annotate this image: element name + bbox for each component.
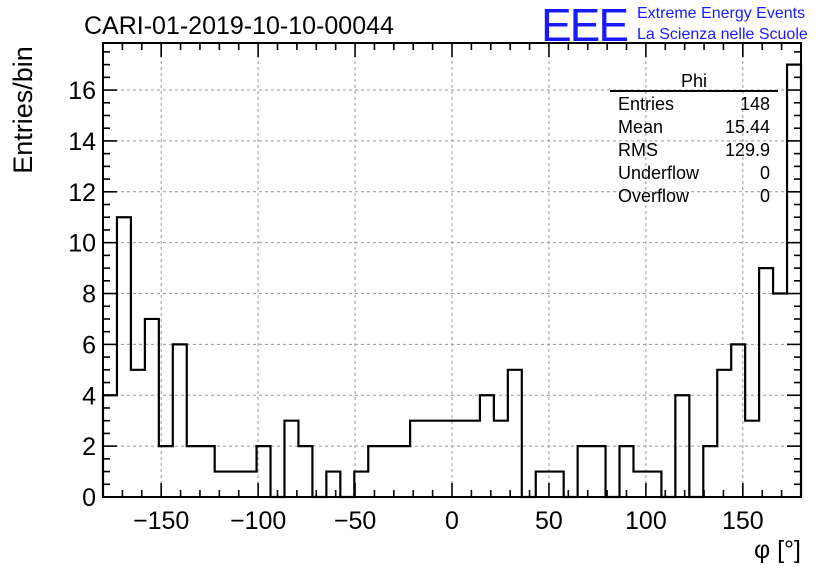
- x-tick-label: 150: [722, 507, 764, 535]
- histogram-bin: [354, 472, 368, 497]
- histogram-bin: [424, 421, 438, 497]
- stats-row-label: Mean: [618, 117, 663, 137]
- branding-line-2: La Scienza nelle Scuole: [637, 26, 808, 43]
- histogram-bin: [410, 421, 424, 497]
- axis-tick-labels: −150 −100 −50 0 50 100 150 0 2 4 6 8 10 12 14 16: [68, 77, 764, 535]
- histogram-bin: [550, 472, 564, 497]
- histogram-bin: [620, 446, 634, 497]
- stats-row-label: Overflow: [618, 186, 690, 206]
- y-tick-label: 0: [82, 484, 96, 512]
- x-tick-label: 0: [445, 507, 459, 535]
- histogram-bin: [647, 472, 661, 497]
- histogram-bin: [243, 472, 257, 497]
- histogram-bin: [201, 446, 215, 497]
- histogram-bars: [101, 63, 803, 499]
- stats-box: Phi Entries 148 Mean 15.44 RMS 129.9 Underflow…: [610, 71, 778, 206]
- y-tick-label: 6: [82, 331, 96, 359]
- histogram-bin: [382, 446, 396, 497]
- histogram-bin: [131, 370, 145, 497]
- histogram-bin: [536, 472, 550, 497]
- axis-ticks: [103, 43, 801, 498]
- stats-row-label: Underflow: [618, 163, 700, 183]
- x-axis-title: φ [°]: [754, 536, 801, 564]
- histogram-bin: [368, 446, 382, 497]
- histogram-bin: [187, 446, 201, 497]
- x-tick-label: −100: [230, 507, 286, 535]
- histogram-bin: [396, 446, 410, 497]
- histogram-bin: [592, 446, 606, 497]
- x-tick-label: −50: [334, 507, 376, 535]
- histogram-bin: [326, 472, 340, 497]
- histogram-bin: [215, 472, 229, 497]
- stats-row-value: 129.9: [725, 140, 770, 160]
- histogram-bin: [452, 421, 466, 497]
- x-tick-label: 100: [625, 507, 667, 535]
- histogram-bin: [703, 446, 717, 497]
- grid-lines: [103, 43, 801, 497]
- stats-box-title: Phi: [681, 71, 707, 91]
- y-tick-label: 2: [82, 433, 96, 461]
- stats-row-label: RMS: [618, 140, 658, 160]
- eee-logo: EEE: [541, 0, 627, 51]
- y-tick-label: 12: [68, 179, 96, 207]
- y-tick-label: 4: [82, 382, 96, 410]
- y-tick-label: 10: [68, 230, 96, 258]
- histogram-bin: [745, 421, 759, 497]
- stats-row-label: Entries: [618, 94, 674, 114]
- stats-row-value: 148: [740, 94, 770, 114]
- y-tick-label: 8: [82, 281, 96, 309]
- y-tick-label: 16: [68, 77, 96, 105]
- histogram-bin: [759, 268, 773, 497]
- y-tick-label: 14: [68, 128, 96, 156]
- histogram-bin: [173, 344, 187, 497]
- histogram-bin: [117, 217, 131, 497]
- histogram-bin: [145, 319, 159, 497]
- stats-row-value: 0: [760, 186, 770, 206]
- histogram-bin: [438, 421, 452, 497]
- stats-row-value: 0: [760, 163, 770, 183]
- histogram-bin: [466, 421, 480, 497]
- histogram-bin: [578, 446, 592, 497]
- branding-line-1: Extreme Energy Events: [637, 5, 805, 22]
- histogram-bin: [229, 472, 243, 497]
- x-tick-label: −150: [133, 507, 189, 535]
- histogram-bin: [508, 370, 522, 497]
- stats-row-value: 15.44: [725, 117, 770, 137]
- histogram-bin: [717, 370, 731, 497]
- histogram-outline: [101, 63, 803, 499]
- y-axis-title: Entries/bin: [8, 46, 38, 174]
- chart-title: CARI-01-2019-10-10-00044: [84, 12, 394, 40]
- histogram-bin: [494, 421, 508, 497]
- x-tick-label: 50: [535, 507, 563, 535]
- histogram-bin: [298, 446, 312, 497]
- histogram-bin: [284, 421, 298, 497]
